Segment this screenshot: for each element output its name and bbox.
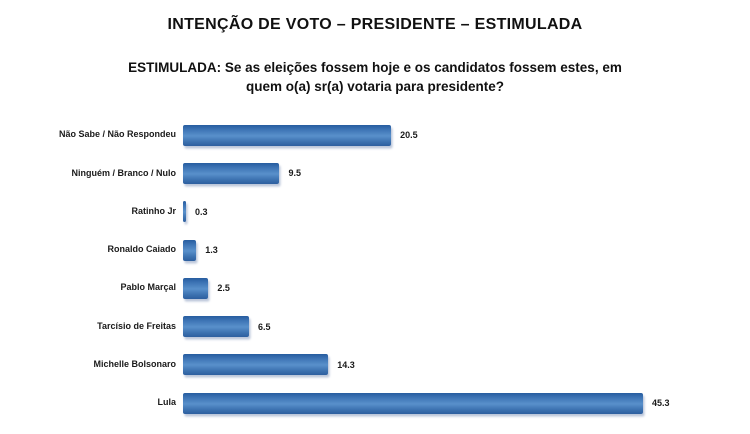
value-label: 9.5 <box>288 168 301 179</box>
category-label: Pablo Marçal <box>120 282 176 293</box>
bar <box>183 201 187 223</box>
chart-row: Lula 45.3 <box>0 384 750 422</box>
category-label: Ninguém / Branco / Nulo <box>71 167 176 178</box>
bar <box>183 162 280 184</box>
bar <box>183 124 392 146</box>
chart-row: Ronaldo Caiado 1.3 <box>0 231 750 269</box>
chart-subtitle: ESTIMULADA: Se as eleições fossem hoje e… <box>128 60 622 94</box>
bar <box>183 354 329 376</box>
bar <box>183 239 197 261</box>
chart-row: Ratinho Jr 0.3 <box>0 193 750 231</box>
category-label: Ratinho Jr <box>131 205 176 216</box>
bar <box>183 277 209 299</box>
bar-chart: Não Sabe / Não Respondeu 20.5 Ninguém / Br… <box>0 116 750 422</box>
chart-row: Ninguém / Branco / Nulo 9.5 <box>0 154 750 192</box>
chart-row: Tarcísio de Freitas 6.5 <box>0 307 750 345</box>
chart-row: Não Sabe / Não Respondeu 20.5 <box>0 116 750 154</box>
value-label: 14.3 <box>337 359 355 370</box>
value-label: 20.5 <box>400 130 418 141</box>
category-label: Ronaldo Caiado <box>107 244 176 255</box>
value-label: 0.3 <box>195 206 208 217</box>
value-label: 1.3 <box>205 245 218 256</box>
chart-row: Pablo Marçal 2.5 <box>0 269 750 307</box>
chart-title: INTENÇÃO DE VOTO – PRESIDENTE – ESTIMULA… <box>167 16 583 33</box>
value-label: 45.3 <box>652 398 670 409</box>
chart-row: Michelle Bolsonaro 14.3 <box>0 346 750 384</box>
category-label: Michelle Bolsonaro <box>93 358 176 369</box>
bar <box>183 392 643 414</box>
category-label: Não Sabe / Não Respondeu <box>58 129 176 140</box>
category-label: Tarcísio de Freitas <box>97 320 176 331</box>
value-label: 6.5 <box>258 321 271 332</box>
value-label: 2.5 <box>217 283 230 294</box>
bar <box>183 316 249 338</box>
category-label: Lula <box>157 397 176 408</box>
